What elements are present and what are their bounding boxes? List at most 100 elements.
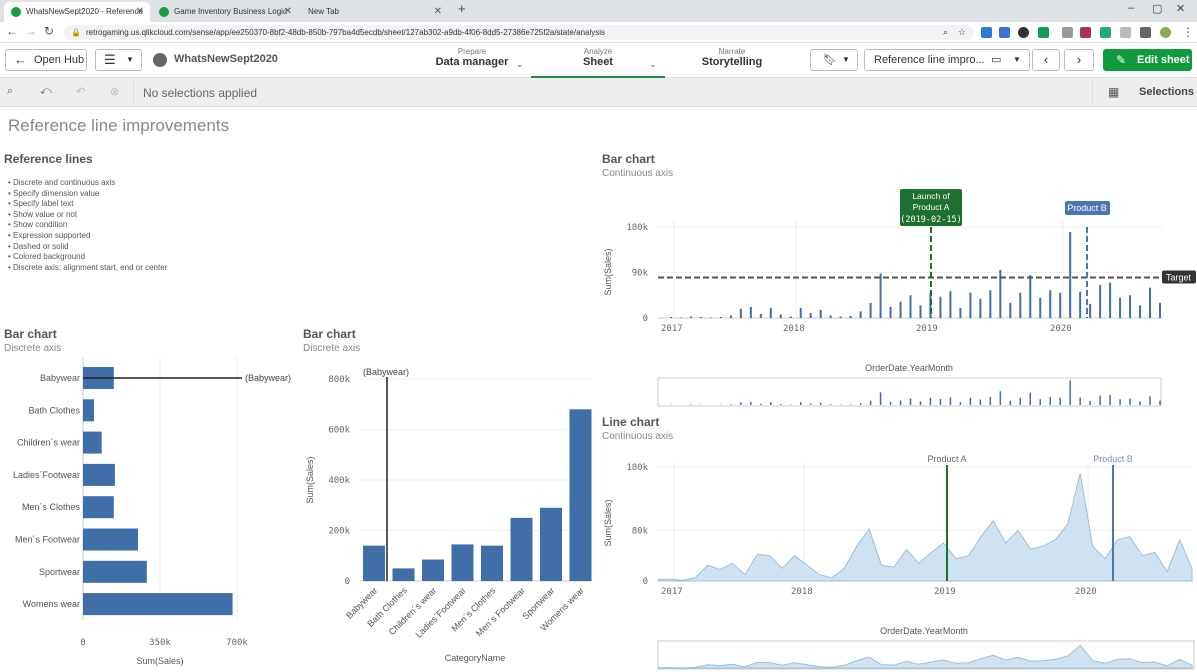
product-a-label: (2019-02-15) — [900, 215, 961, 225]
hamburger-icon: ☰ — [104, 52, 116, 67]
product-a-label-box — [900, 189, 962, 226]
line-chart[interactable]: 0 80k 180k 2017 2018 2019 2020 Product A Product… — [598, 445, 1197, 672]
tick-label: 0 — [80, 638, 85, 648]
avatar[interactable] — [1160, 27, 1171, 38]
category-label: Sportwear — [39, 567, 80, 577]
address-bar-row: ← → ↻ 🔒 retrogaming.us.qlikcloud.com/sen… — [0, 22, 1197, 43]
bookmarks-button[interactable]: 🔖︎ ▼ — [810, 49, 858, 71]
bar — [83, 399, 94, 422]
divider — [133, 78, 134, 107]
chevron-down-icon: ▼ — [842, 55, 850, 64]
zoom-icon[interactable]: ⌕ — [942, 27, 948, 37]
mini-area — [657, 644, 1193, 669]
nav-prepare-label: Data manager — [435, 56, 509, 68]
x-axis-label: OrderDate.YearMonth — [880, 626, 968, 636]
nav-analyze[interactable]: Analyze Sheet ⌄ — [531, 47, 665, 78]
menu-kebab-icon[interactable]: ⋮ — [1182, 25, 1194, 39]
open-hub-button[interactable]: ← Open Hub — [5, 49, 87, 71]
new-tab-button[interactable]: + — [458, 1, 466, 16]
back-icon[interactable]: ← — [6, 24, 18, 38]
sheet-selector[interactable]: Reference line impro... ▭ ▼ — [864, 49, 1030, 71]
y-axis-label: Sum(Sales) — [305, 456, 315, 503]
category-label: Ladies´Footwear — [413, 585, 467, 639]
extension-icon[interactable] — [999, 27, 1010, 38]
bullet-item: • Show condition — [8, 220, 68, 230]
line-chart-title: Line chart — [602, 415, 660, 429]
vbar-chart-title: Bar chart — [303, 327, 356, 341]
bar — [83, 431, 102, 454]
browser-tab[interactable]: Game Inventory Business Logic ✕ — [152, 2, 298, 22]
qlik-favicon-icon — [11, 7, 21, 17]
x-tick-label: 2017 — [661, 324, 683, 334]
close-icon[interactable]: ✕ — [135, 6, 144, 17]
category-label: Children´s wear — [17, 438, 80, 448]
y-axis-label: Sum(Sales) — [603, 248, 613, 295]
x-tick-label: 2020 — [1075, 587, 1097, 597]
tab-title: New Tab — [308, 7, 339, 16]
extension-icon[interactable] — [1018, 27, 1029, 38]
bar — [392, 568, 415, 581]
area-series — [657, 473, 1193, 582]
tick-label: 0 — [345, 577, 350, 587]
range-selector — [657, 377, 1162, 407]
vbar-chart-subtitle: Discrete axis — [303, 343, 361, 354]
bullet-item: • Dashed or solid — [8, 241, 69, 251]
browser-tab-active[interactable]: WhatsNewSept2020 - Reference ✕ — [4, 2, 150, 22]
tick-label: 600k — [328, 426, 350, 436]
category-label: Bath Clothes — [28, 405, 80, 415]
selections-tool-icon[interactable]: ⤺ — [40, 85, 52, 97]
tick-label: 80k — [632, 526, 649, 536]
x-tick-label: 2017 — [661, 587, 683, 597]
next-sheet-button[interactable]: › — [1064, 49, 1094, 71]
extension-icon[interactable] — [1062, 27, 1073, 38]
bookmark-star-icon[interactable]: ☆ — [957, 27, 966, 37]
smart-search-icon[interactable]: ⌕ — [7, 85, 14, 97]
x-axis-label: OrderDate.YearMonth — [865, 363, 953, 373]
nav-prepare[interactable]: Prepare Data manager ⌄ — [420, 47, 524, 69]
chevron-right-icon: › — [1076, 52, 1082, 67]
edit-sheet-button[interactable]: ✎ Edit sheet — [1103, 49, 1192, 71]
line-chart-subtitle: Continuous axis — [602, 431, 674, 442]
url-field[interactable]: 🔒 retrogaming.us.qlikcloud.com/sense/app… — [64, 25, 974, 40]
cbar-chart-subtitle: Continuous axis — [602, 168, 674, 179]
reload-icon[interactable]: ↻ — [44, 24, 55, 38]
horizontal-bar-chart[interactable]: Babywear Bath Clothes Children´s wear Ladie… — [0, 355, 300, 670]
bar — [422, 559, 444, 581]
extension-icon[interactable] — [1038, 27, 1049, 38]
x-tick-label: 2020 — [1050, 324, 1072, 334]
text-object-title: Reference lines — [4, 152, 93, 166]
nav-narrate-sup: Narrate — [718, 47, 746, 56]
tick-label: 90k — [632, 269, 649, 279]
minimize-icon[interactable]: – — [1128, 2, 1135, 14]
maximize-icon[interactable]: ▢ — [1152, 3, 1163, 15]
puzzle-icon[interactable] — [1140, 27, 1151, 38]
x-tick-label: 2019 — [934, 587, 956, 597]
x-tick-label: 2019 — [916, 324, 938, 334]
sheet-icon: ▭ — [991, 54, 1002, 66]
arrow-left-icon: ← — [14, 52, 27, 67]
window-close-icon[interactable]: ✕ — [1176, 3, 1186, 15]
chevron-down-icon: ⌄ — [516, 59, 524, 69]
step-back-icon[interactable]: ↶ — [76, 86, 86, 98]
close-icon[interactable]: ✕ — [283, 6, 292, 17]
nav-analyze-sup: Analyze — [583, 47, 613, 56]
nav-narrate[interactable]: Narrate Storytelling — [686, 47, 778, 68]
global-menu-button[interactable]: ☰ ▼ — [95, 49, 142, 71]
close-icon[interactable]: ✕ — [433, 6, 442, 17]
selections-grid-icon[interactable]: ▦ — [1108, 85, 1120, 99]
bullet-item: • Discrete and continuous axis — [8, 178, 116, 187]
clear-all-icon[interactable]: ⊗ — [110, 86, 120, 98]
previous-sheet-button[interactable]: ‹ — [1032, 49, 1060, 71]
browser-tab[interactable]: New Tab ✕ — [300, 2, 448, 22]
product-b-label: Product B — [1067, 203, 1107, 213]
extension-icon[interactable] — [1120, 27, 1131, 38]
selections-button[interactable]: Selections — [1139, 86, 1195, 98]
selections-bar: ⌕ ⤺ ↶ ⊗ No selections applied ▦ Selectio… — [0, 78, 1197, 107]
hbar-chart-title: Bar chart — [4, 327, 57, 341]
extension-icon[interactable] — [1080, 27, 1091, 38]
extension-icon[interactable] — [1100, 27, 1111, 38]
extension-icon[interactable] — [981, 27, 992, 38]
forward-icon[interactable]: → — [25, 24, 37, 38]
